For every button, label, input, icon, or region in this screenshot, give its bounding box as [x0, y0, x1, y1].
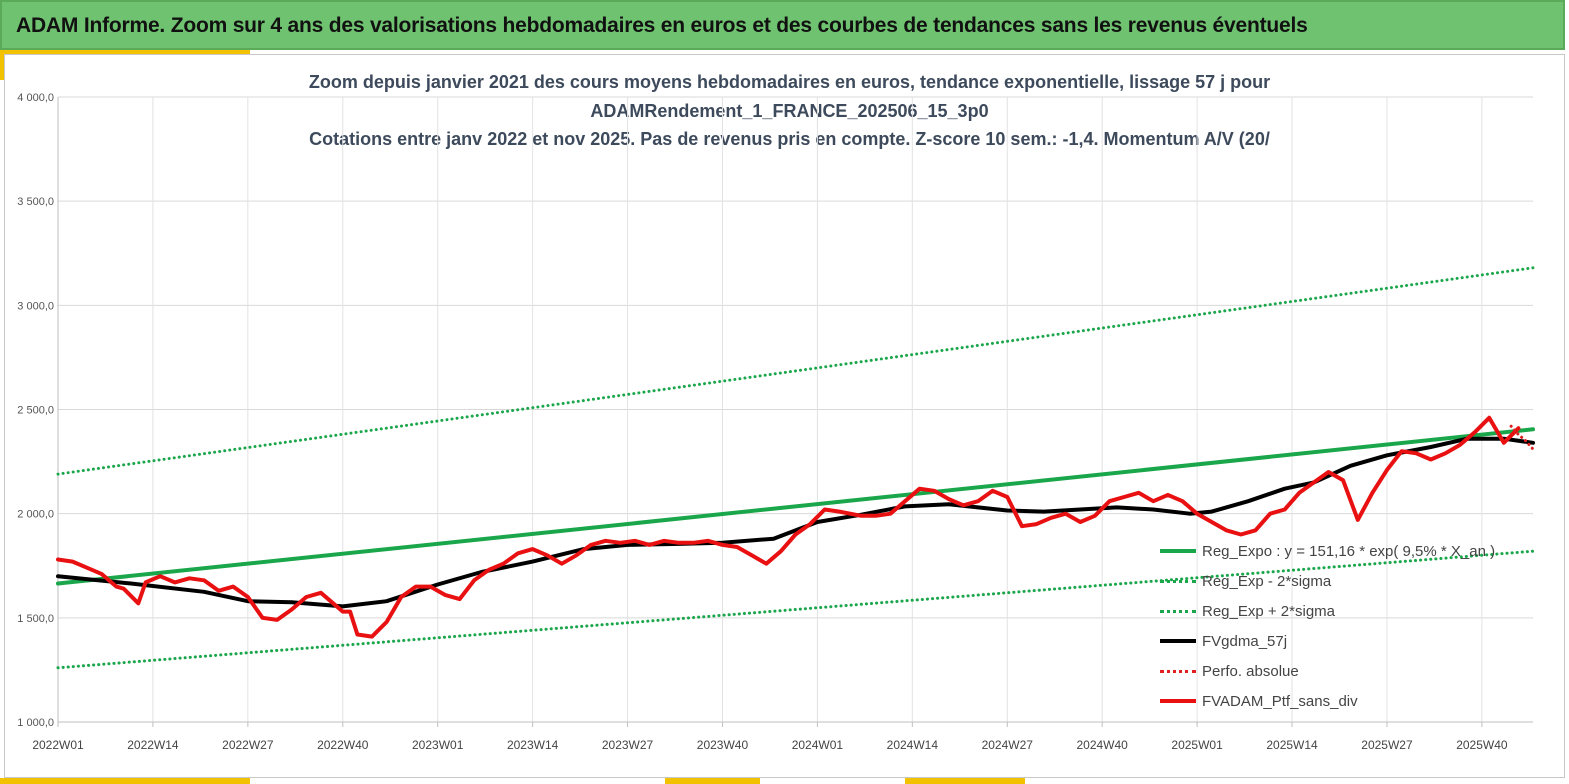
x-tick-label: 2023W14	[507, 738, 559, 752]
accent-bar-bottom	[0, 778, 250, 784]
x-tick-label: 2022W14	[127, 738, 179, 752]
chart-title-block: Zoom depuis janvier 2021 des cours moyen…	[0, 68, 1569, 154]
chart-title-line-2: ADAMRendement_1_FRANCE_202506_15_3p0	[590, 100, 989, 121]
y-tick-label: 1 000,0	[17, 717, 54, 729]
x-tick-label: 2023W40	[697, 738, 749, 752]
legend-swatch-perfo-absolue	[1160, 669, 1196, 673]
accent-bar-left	[0, 50, 5, 80]
x-tick-label: 2024W14	[887, 738, 939, 752]
y-tick-label: 4 000,0	[17, 92, 54, 104]
x-tick-label: 2024W40	[1076, 738, 1128, 752]
legend-item-perfo-absolue: Perfo. absolue	[1160, 656, 1560, 686]
chart-legend: Reg_Expo : y = 151,16 * exp( 9,5% * X_an…	[1160, 536, 1560, 716]
accent-bar-top	[0, 50, 250, 54]
series-line-0	[56, 427, 1535, 586]
legend-label-reg-exp-plus: Reg_Exp + 2*sigma	[1202, 602, 1335, 620]
legend-item-fvgdma: FVgdma_57j	[1160, 626, 1560, 656]
x-tick-label: 2022W27	[222, 738, 274, 752]
accent-bar-bottom-3	[905, 778, 1025, 784]
x-tick-label: 2025W27	[1361, 738, 1413, 752]
y-tick-label: 3 500,0	[17, 196, 54, 208]
series-line-5	[56, 415, 1521, 639]
header-banner: ADAM Informe. Zoom sur 4 ans des valoris…	[0, 0, 1565, 50]
x-tick-label: 2022W01	[32, 738, 84, 752]
y-tick-label: 1 500,0	[17, 613, 54, 625]
x-tick-label: 2025W14	[1266, 738, 1318, 752]
accent-bar-bottom-2	[665, 778, 760, 784]
y-tick-label: 3 000,0	[17, 300, 54, 312]
x-tick-label: 2024W27	[982, 738, 1034, 752]
x-tick-label: 2024W01	[792, 738, 844, 752]
legend-label-reg-exp-minus: Reg_Exp - 2*sigma	[1202, 572, 1332, 590]
series-line-3	[56, 436, 1535, 609]
y-tick-label: 2 000,0	[17, 509, 54, 521]
x-tick-label: 2025W01	[1171, 738, 1223, 752]
y-tick-label: 2 500,0	[17, 405, 54, 417]
legend-label-fvgdma: FVgdma_57j	[1202, 632, 1288, 650]
legend-label-reg-expo: Reg_Expo : y = 151,16 * exp( 9,5% * X_an…	[1202, 542, 1496, 560]
series-line-1	[56, 549, 1535, 670]
legend-label-fvadam: FVADAM_Ptf_sans_div	[1202, 692, 1358, 710]
x-tick-label: 2025W40	[1456, 738, 1508, 752]
banner-title: ADAM Informe. Zoom sur 4 ans des valoris…	[16, 14, 1308, 37]
series-line-2	[56, 266, 1535, 476]
x-tick-label: 2022W40	[317, 738, 369, 752]
chart-title-line-3: Cotations entre janv 2022 et nov 2025. P…	[309, 129, 1270, 149]
legend-swatch-reg-exp-plus	[1160, 609, 1196, 613]
series-line-4	[1509, 424, 1535, 451]
legend-item-reg-exp-minus: Reg_Exp - 2*sigma	[1160, 566, 1560, 596]
legend-swatch-reg-exp-minus	[1160, 579, 1196, 583]
legend-item-reg-exp-plus: Reg_Exp + 2*sigma	[1160, 596, 1560, 626]
legend-item-fvadam: FVADAM_Ptf_sans_div	[1160, 686, 1560, 716]
legend-swatch-fvgdma	[1160, 639, 1196, 643]
x-tick-label: 2023W01	[412, 738, 464, 752]
legend-item-reg-expo: Reg_Expo : y = 151,16 * exp( 9,5% * X_an…	[1160, 536, 1560, 566]
chart-frame	[4, 54, 1565, 778]
legend-label-perfo-absolue: Perfo. absolue	[1202, 662, 1299, 680]
x-tick-label: 2023W27	[602, 738, 654, 752]
legend-swatch-reg-expo	[1160, 549, 1196, 553]
legend-swatch-fvadam	[1160, 699, 1196, 703]
chart-title-line-1: Zoom depuis janvier 2021 des cours moyen…	[308, 72, 1271, 92]
